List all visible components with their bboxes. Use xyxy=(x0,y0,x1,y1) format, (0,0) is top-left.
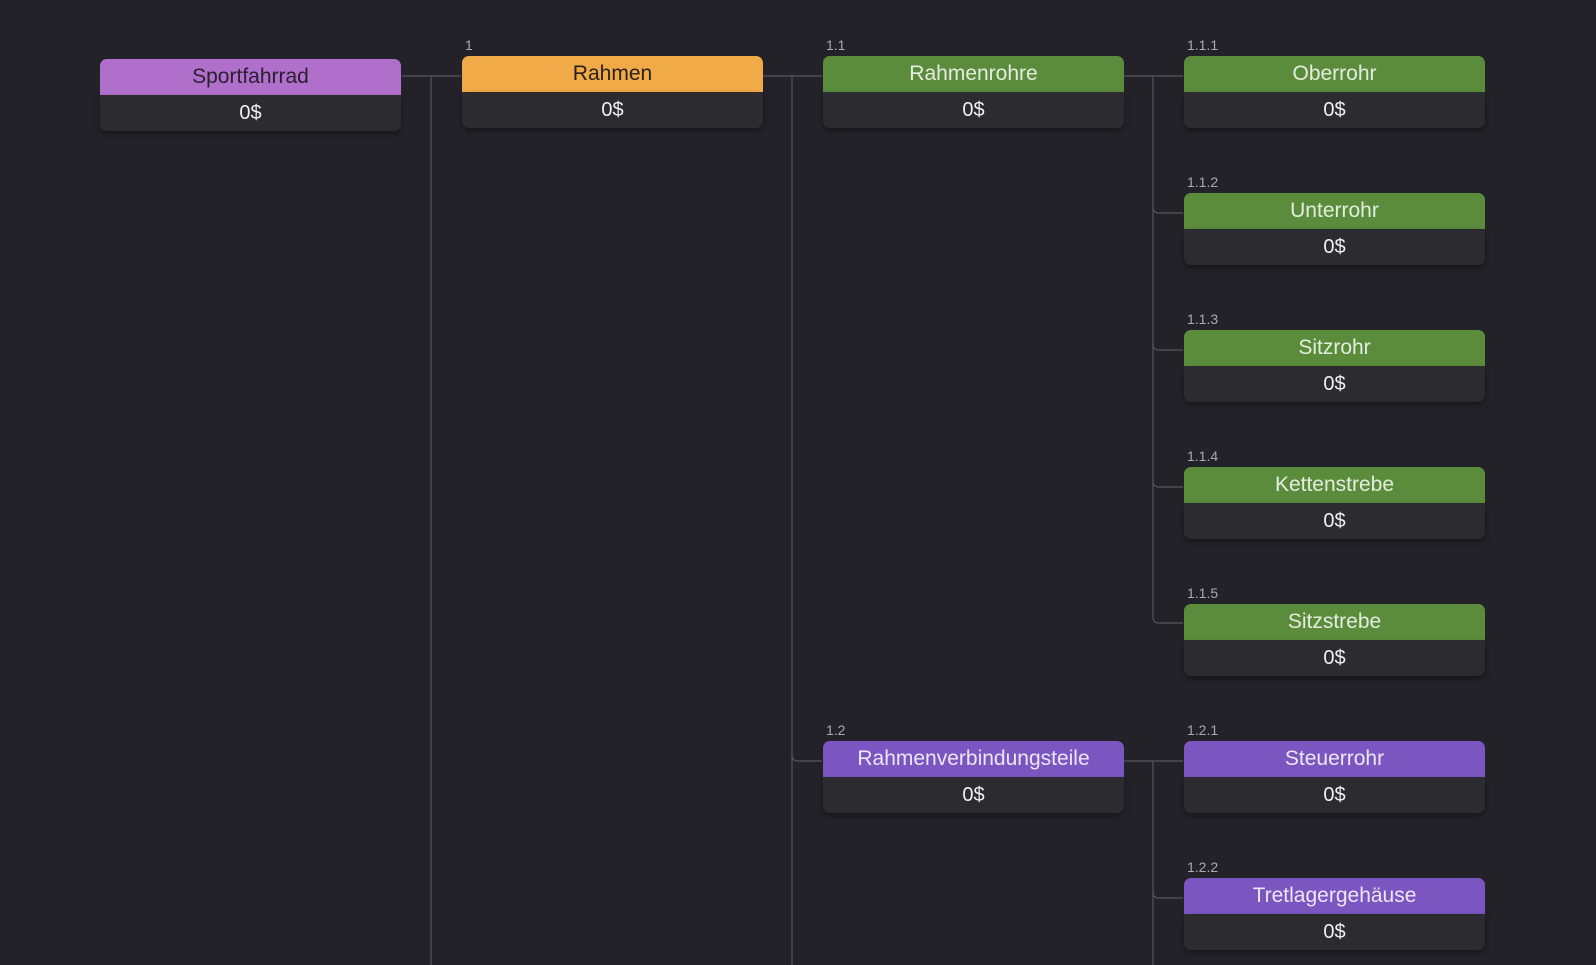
node-title: Steuerrohr xyxy=(1184,741,1485,777)
node-oberrohr[interactable]: 1.1.1 Oberrohr 0$ xyxy=(1184,37,1485,128)
node-cost: 0$ xyxy=(100,95,401,131)
wbs-number: 1.1.4 xyxy=(1187,448,1219,464)
wbs-number: 1.1.1 xyxy=(1187,37,1219,53)
connector-to-1-2-2 xyxy=(1152,891,1183,899)
node-cost: 0$ xyxy=(1184,640,1485,676)
wbs-number: 1.1.3 xyxy=(1187,311,1219,327)
node-cost: 0$ xyxy=(1184,366,1485,402)
wbs-number: 1.2 xyxy=(826,722,846,738)
node-title: Kettenstrebe xyxy=(1184,467,1485,503)
node-rahmen[interactable]: 1 Rahmen 0$ xyxy=(462,37,763,128)
node-sitzrohr[interactable]: 1.1.3 Sitzrohr 0$ xyxy=(1184,311,1485,402)
wbs-number: 1 xyxy=(465,37,473,53)
connector-rahmen-trunk xyxy=(763,75,822,965)
node-cost: 0$ xyxy=(823,92,1124,128)
node-title: Oberrohr xyxy=(1184,56,1485,92)
connector-to-1-1-4 xyxy=(1152,480,1183,488)
wbs-number: 1.1.5 xyxy=(1187,585,1219,601)
node-rahmenrohre[interactable]: 1.1 Rahmenrohre 0$ xyxy=(823,37,1124,128)
node-title: Sitzrohr xyxy=(1184,330,1485,366)
node-rahmenverbindungsteile[interactable]: 1.2 Rahmenverbindungsteile 0$ xyxy=(823,722,1124,813)
node-title: Tretlagergehäuse xyxy=(1184,878,1485,914)
node-cost: 0$ xyxy=(462,92,763,128)
connector-1-1-trunk xyxy=(1124,75,1183,624)
connector-to-1-2 xyxy=(791,754,822,762)
node-cost: 0$ xyxy=(823,777,1124,813)
node-cost: 0$ xyxy=(1184,914,1485,950)
wbs-number: 1.2.2 xyxy=(1187,859,1219,875)
node-title: Rahmenrohre xyxy=(823,56,1124,92)
node-unterrohr[interactable]: 1.1.2 Unterrohr 0$ xyxy=(1184,174,1485,265)
node-title: Sitzstrebe xyxy=(1184,604,1485,640)
wbs-number: 1.1 xyxy=(826,37,846,53)
connector-to-1-1-3 xyxy=(1152,343,1183,351)
node-cost: 0$ xyxy=(1184,92,1485,128)
node-steuerrohr[interactable]: 1.2.1 Steuerrohr 0$ xyxy=(1184,722,1485,813)
node-tretlagergehaeuse[interactable]: 1.2.2 Tretlagergehäuse 0$ xyxy=(1184,859,1485,950)
node-title: Sportfahrrad xyxy=(100,59,401,95)
connector-to-1-1-2 xyxy=(1152,206,1183,214)
wbs-number: 1.2.1 xyxy=(1187,722,1219,738)
wbs-number: 1.1.2 xyxy=(1187,174,1219,190)
node-kettenstrebe[interactable]: 1.1.4 Kettenstrebe 0$ xyxy=(1184,448,1485,539)
node-title: Unterrohr xyxy=(1184,193,1485,229)
node-sportfahrrad[interactable]: Sportfahrrad 0$ xyxy=(100,59,401,131)
node-cost: 0$ xyxy=(1184,503,1485,539)
connector-root-trunk xyxy=(402,75,461,965)
node-cost: 0$ xyxy=(1184,229,1485,265)
node-title: Rahmenverbindungsteile xyxy=(823,741,1124,777)
node-cost: 0$ xyxy=(1184,777,1485,813)
node-sitzstrebe[interactable]: 1.1.5 Sitzstrebe 0$ xyxy=(1184,585,1485,676)
connector-1-2-trunk xyxy=(1124,760,1183,965)
node-title: Rahmen xyxy=(462,56,763,92)
